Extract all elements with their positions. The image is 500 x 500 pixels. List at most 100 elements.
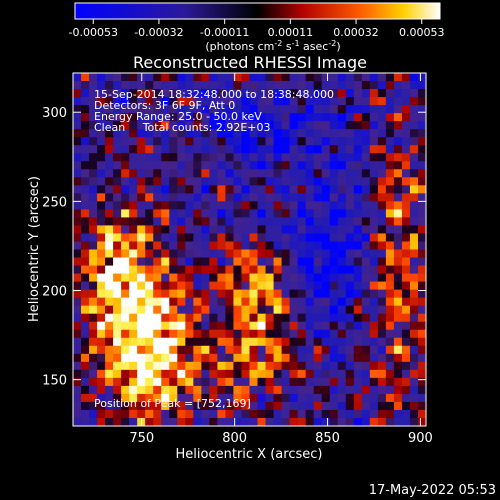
heatmap-cell: [201, 281, 210, 291]
heatmap-cell: [233, 305, 242, 315]
heatmap-cell: [297, 337, 307, 347]
heatmap-cell: [409, 209, 419, 218]
heatmap-cell: [169, 153, 178, 162]
heatmap-cell: [177, 145, 186, 154]
heatmap-cell: [81, 113, 90, 122]
heatmap-cell: [121, 137, 130, 146]
heatmap-cell: [121, 265, 130, 274]
heatmap-cell: [113, 417, 122, 426]
heatmap-cell: [353, 113, 363, 122]
heatmap-cell: [297, 417, 307, 426]
heatmap-cell: [209, 193, 218, 202]
heatmap-cell: [353, 345, 363, 355]
heatmap-cell: [193, 217, 202, 226]
heatmap-cell: [345, 321, 355, 331]
heatmap-cell: [121, 97, 130, 106]
heatmap-cell: [361, 377, 371, 387]
heatmap-cell: [305, 337, 315, 347]
heatmap-cell: [321, 289, 331, 299]
heatmap-cell: [385, 385, 395, 395]
heatmap-cell: [337, 193, 347, 202]
heatmap-cell: [321, 169, 331, 178]
heatmap-cell: [129, 337, 138, 347]
heatmap-cell: [249, 257, 258, 266]
heatmap-cell: [209, 177, 218, 186]
heatmap-cell: [345, 177, 355, 186]
heatmap-cell: [105, 89, 114, 98]
heatmap-cell: [393, 361, 403, 371]
heatmap-cell: [161, 337, 170, 347]
heatmap-cell: [145, 241, 154, 250]
heatmap-cell: [225, 297, 234, 307]
heatmap-cell: [113, 377, 122, 387]
heatmap-cell: [249, 105, 258, 114]
heatmap-cell: [89, 417, 98, 426]
heatmap-cell: [313, 361, 323, 371]
heatmap-cell: [329, 217, 339, 226]
heatmap-cell: [97, 97, 106, 106]
heatmap-cell: [329, 345, 339, 355]
heatmap-cell: [105, 361, 114, 371]
heatmap-cell: [121, 377, 130, 387]
heatmap-cell: [89, 161, 98, 170]
heatmap-cell: [385, 409, 395, 419]
heatmap-cell: [105, 369, 114, 379]
heatmap-cell: [113, 257, 122, 266]
heatmap-cell: [273, 209, 282, 218]
heatmap-cell: [161, 241, 170, 250]
heatmap-cell: [337, 401, 347, 411]
heatmap-cell: [401, 161, 411, 170]
heatmap-cell: [305, 361, 315, 371]
heatmap-cell: [313, 385, 323, 395]
heatmap-cell: [73, 161, 82, 170]
heatmap-cell: [265, 297, 274, 307]
heatmap-cell: [185, 289, 194, 299]
heatmap-cell: [417, 385, 426, 395]
heatmap-cell: [185, 273, 194, 282]
heatmap-cell: [385, 321, 395, 331]
heatmap-cell: [137, 369, 146, 379]
heatmap-cell: [97, 121, 106, 130]
heatmap-cell: [281, 241, 291, 250]
heatmap-cell: [105, 297, 114, 307]
heatmap-cell: [337, 297, 347, 307]
heatmap-cell: [369, 273, 379, 282]
heatmap-cell: [249, 137, 258, 146]
heatmap-cell: [353, 225, 363, 234]
heatmap-cell: [265, 249, 274, 258]
heatmap-cell: [169, 113, 178, 122]
heatmap-cell: [313, 145, 323, 154]
heatmap-cell: [201, 393, 210, 403]
heatmap-cell: [153, 105, 162, 114]
heatmap-cell: [137, 353, 146, 363]
heatmap-cell: [305, 225, 315, 234]
heatmap-cell: [209, 201, 218, 210]
heatmap-cell: [385, 145, 395, 154]
heatmap-cell: [233, 193, 242, 202]
heatmap-cell: [137, 129, 146, 138]
heatmap-cell: [377, 313, 387, 323]
heatmap-cell: [345, 81, 355, 90]
heatmap-cell: [73, 177, 82, 186]
heatmap-cell: [417, 281, 426, 291]
heatmap-cell: [177, 113, 186, 122]
heatmap-cell: [137, 409, 146, 419]
heatmap-cell: [361, 297, 371, 307]
heatmap-cell: [89, 377, 98, 387]
heatmap-cell: [377, 289, 387, 299]
heatmap-cell: [233, 409, 242, 419]
heatmap-cell: [105, 305, 114, 315]
heatmap-cell: [353, 265, 363, 274]
heatmap-cell: [81, 305, 90, 315]
heatmap-cell: [177, 129, 186, 138]
heatmap-cell: [249, 81, 258, 90]
heatmap-cell: [385, 177, 395, 186]
heatmap-cell: [369, 169, 379, 178]
heatmap-cell: [345, 145, 355, 154]
heatmap-cell: [265, 265, 274, 274]
heatmap-cell: [409, 129, 419, 138]
heatmap-cell: [257, 193, 266, 202]
heatmap-cell: [321, 273, 331, 282]
heatmap-cell: [337, 113, 347, 122]
